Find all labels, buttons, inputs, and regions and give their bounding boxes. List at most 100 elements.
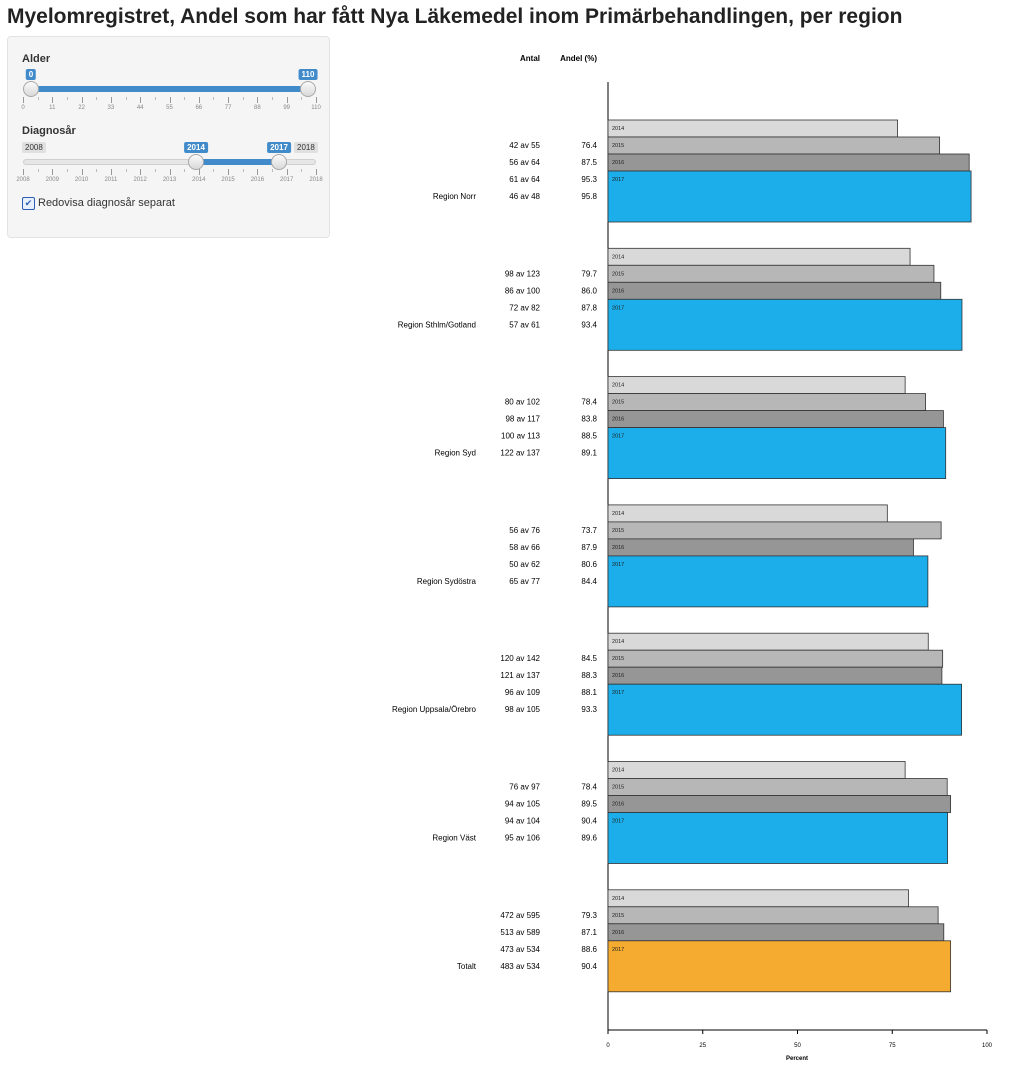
year-slider-tick [198,169,200,175]
bar-2015 [607,393,927,412]
age-slider-tick [257,97,259,103]
age-slider-tick-label: 99 [283,105,291,111]
x-tick-label: 75 [889,1043,896,1049]
year-slider-tick [125,169,127,172]
year-slider-tick [110,169,112,175]
antal-cell: 121 av 137 [500,671,540,680]
bar-2016 [607,538,914,557]
year-slider-tick-label: 2010 [74,177,89,183]
bar-year-label: 2014 [612,639,624,645]
x-axis-title: Percent [786,1056,808,1062]
andel-cell: 79.7 [581,269,597,278]
antal-cell: 65 av 77 [509,577,540,586]
year-slider-tick-label: 2009 [45,177,59,183]
andel-cell: 76.4 [581,141,597,150]
year-from-value: 2014 [184,142,208,153]
region-name: Region Uppsala/Örebro [392,705,477,714]
bar-2014 [607,247,911,266]
age-slider-tick-label: 0 [21,105,25,111]
antal-cell: 98 av 123 [505,269,541,278]
andel-cell: 86.0 [581,286,597,295]
bar-2017 [607,940,952,993]
bar-year-label: 2016 [612,930,624,936]
andel-cell: 83.8 [581,415,597,424]
bar-2015 [607,264,935,283]
year-slider-tick [169,169,171,175]
antal-cell: 94 av 104 [505,817,541,826]
bar-year-label: 2017 [612,434,624,440]
region-name: Totalt [457,962,477,971]
bar-2015 [607,521,942,540]
age-slider-range[interactable] [31,86,308,92]
separate-years-checkbox[interactable]: ✔ [22,197,35,210]
year-slider-tick [52,169,54,175]
age-slider-ticks: 0 11 22 33 44 55 66 77 88 99 110 [21,97,321,111]
bar-year-label: 2016 [612,288,624,294]
age-to-value: 110 [298,69,318,80]
bar-year-label: 2014 [612,896,624,902]
andel-cell: 79.3 [581,911,597,920]
andel-cell: 88.6 [581,945,597,954]
andel-cell: 90.4 [581,962,597,971]
andel-cell: 84.4 [581,577,597,586]
year-slider-max-handle[interactable] [271,154,287,170]
age-slider-tick [52,97,54,103]
year-slider-tick [272,169,274,172]
bar-2016 [607,795,952,813]
bar-year-label: 2016 [612,160,624,166]
bar-2017 [607,555,929,608]
region-group: 2014 2015 2016 2017 98 av 123 79.7 86 av 100 86… [398,247,963,351]
region-name: Region Sthlm/Gotland [398,320,476,329]
region-name: Region Norr [433,192,476,201]
bar-year-label: 2017 [612,819,624,825]
antal-cell: 98 av 105 [505,705,541,714]
antal-cell: 473 av 534 [500,945,540,954]
age-slider-tick [286,97,288,103]
bar-year-label: 2014 [612,383,624,389]
bar-2017 [607,170,972,223]
bar-2017 [607,812,948,864]
bar-year-label: 2014 [612,254,624,260]
year-slider-tick [66,169,68,172]
antal-cell: 513 av 589 [500,928,540,937]
year-slider-tick [286,169,288,175]
year-slider-tick [316,169,317,175]
age-slider-tick [242,97,244,100]
age-slider-tick-label: 88 [254,105,261,111]
antal-cell: 94 av 105 [505,800,541,809]
antal-cell: 95 av 106 [505,834,541,843]
year-slider-tick-label: 2012 [133,177,147,183]
andel-cell: 73.7 [581,526,597,535]
bar-year-label: 2014 [612,126,624,132]
page-title: Myelomregistret, Andel som har fått Nya … [7,5,903,28]
year-slider-tick-label: 2014 [192,177,206,183]
antal-cell: 42 av 55 [509,141,540,150]
year-slider-tick-label: 2017 [280,177,294,183]
andel-cell: 88.3 [581,671,597,680]
bar-year-label: 2015 [612,143,624,149]
andel-cell: 89.5 [581,800,597,809]
andel-cell: 87.8 [581,303,597,312]
bar-year-label: 2017 [612,562,624,568]
age-slider-tick [81,97,83,103]
bar-year-label: 2016 [612,545,624,551]
separate-years-checkbox-label[interactable]: Redovisa diagnosår separat [38,197,175,209]
andel-cell: 88.1 [581,688,597,697]
bar-2015 [607,778,948,796]
age-from-value: 0 [25,69,37,80]
filter-panel: Alder 0 110 0 11 22 33 44 55 66 77 88 99 110 Diagn… [7,36,330,238]
x-tick-label: 25 [699,1043,706,1049]
age-slider-min-handle[interactable] [23,81,39,97]
year-slider-min-handle[interactable] [188,154,204,170]
bar-year-label: 2017 [612,690,624,696]
year-slider-range[interactable] [196,159,279,165]
age-slider-tick [228,97,230,103]
bar-groups: 2014 2015 2016 2017 42 av 55 76.4 56 av 64 87.5… [392,119,972,993]
year-slider-track[interactable] [23,159,316,165]
year-slider-tick [213,169,215,172]
andel-cell: 84.5 [581,654,597,663]
bar-year-label: 2015 [612,656,624,662]
age-slider-max-handle[interactable] [300,81,316,97]
antal-cell: 72 av 82 [509,303,540,312]
year-slider-tick [301,169,303,172]
